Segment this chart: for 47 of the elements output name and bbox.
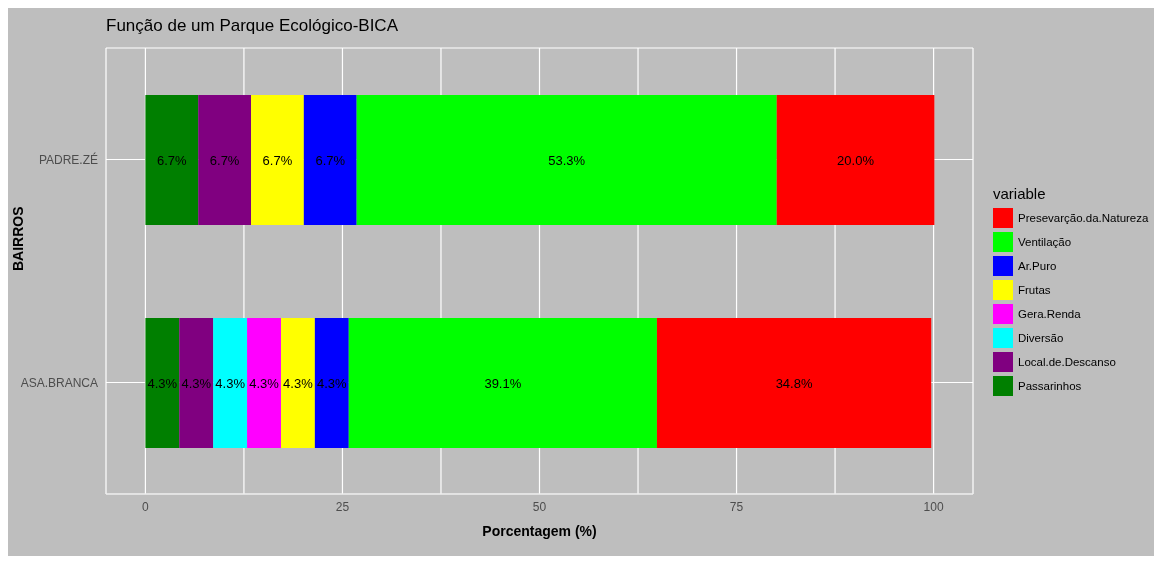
x-tick-label: 25 [335,499,350,514]
x-tick-label: 75 [729,499,744,514]
data-label: 6.7% [262,152,293,168]
bar [145,318,180,448]
bar [247,318,281,448]
bar [251,95,304,225]
bar [280,318,315,448]
bar [348,318,657,448]
data-label: 4.3% [147,375,178,391]
y-tick-label: ASA.BRANCA [20,375,98,390]
bar [213,318,248,448]
x-axis-title: Porcentagem (%) [482,523,597,539]
bar [776,95,935,225]
legend-label: Ventilação [1018,236,1072,248]
bar [145,95,199,225]
data-label: 20.0% [837,152,875,168]
data-label: 6.7% [156,152,188,168]
data-label: 4.3% [316,375,348,391]
data-label: 4.3% [249,375,280,391]
data-label: 53.3% [548,152,586,168]
legend-label: Local.de.Descanso [1018,356,1116,368]
legend-label: Passarinhos [1018,380,1082,392]
bar [656,318,932,448]
y-tick-label: PADRE.ZÉ [38,151,98,167]
legend-label: Gera.Renda [1018,308,1081,320]
bar [198,95,252,225]
bar [303,95,357,225]
data-label: 6.7% [209,152,240,168]
legend-label: Presevarção.da.Natureza [1018,212,1149,224]
data-label: 39.1% [484,375,522,391]
x-tick-label: 100 [923,499,944,514]
legend-label: Diversão [1018,332,1064,344]
bar [179,318,214,448]
legend-title: variable [993,185,1047,202]
legend-label: Frutas [1018,284,1051,296]
y-axis-title: BAIRROS [9,206,26,271]
data-label: 4.3% [215,375,246,391]
x-tick-label: 50 [532,499,547,514]
x-tick-label: 0 [142,499,150,514]
data-label: 4.3% [181,375,212,391]
bar [314,318,349,448]
legend-label: Ar.Puro [1018,260,1057,272]
data-label: 4.3% [283,375,314,391]
data-label: 34.8% [775,375,813,391]
chart-title: Função de um Parque Ecológico-BICA [106,16,398,36]
bar [356,95,777,225]
data-label: 6.7% [315,152,346,168]
